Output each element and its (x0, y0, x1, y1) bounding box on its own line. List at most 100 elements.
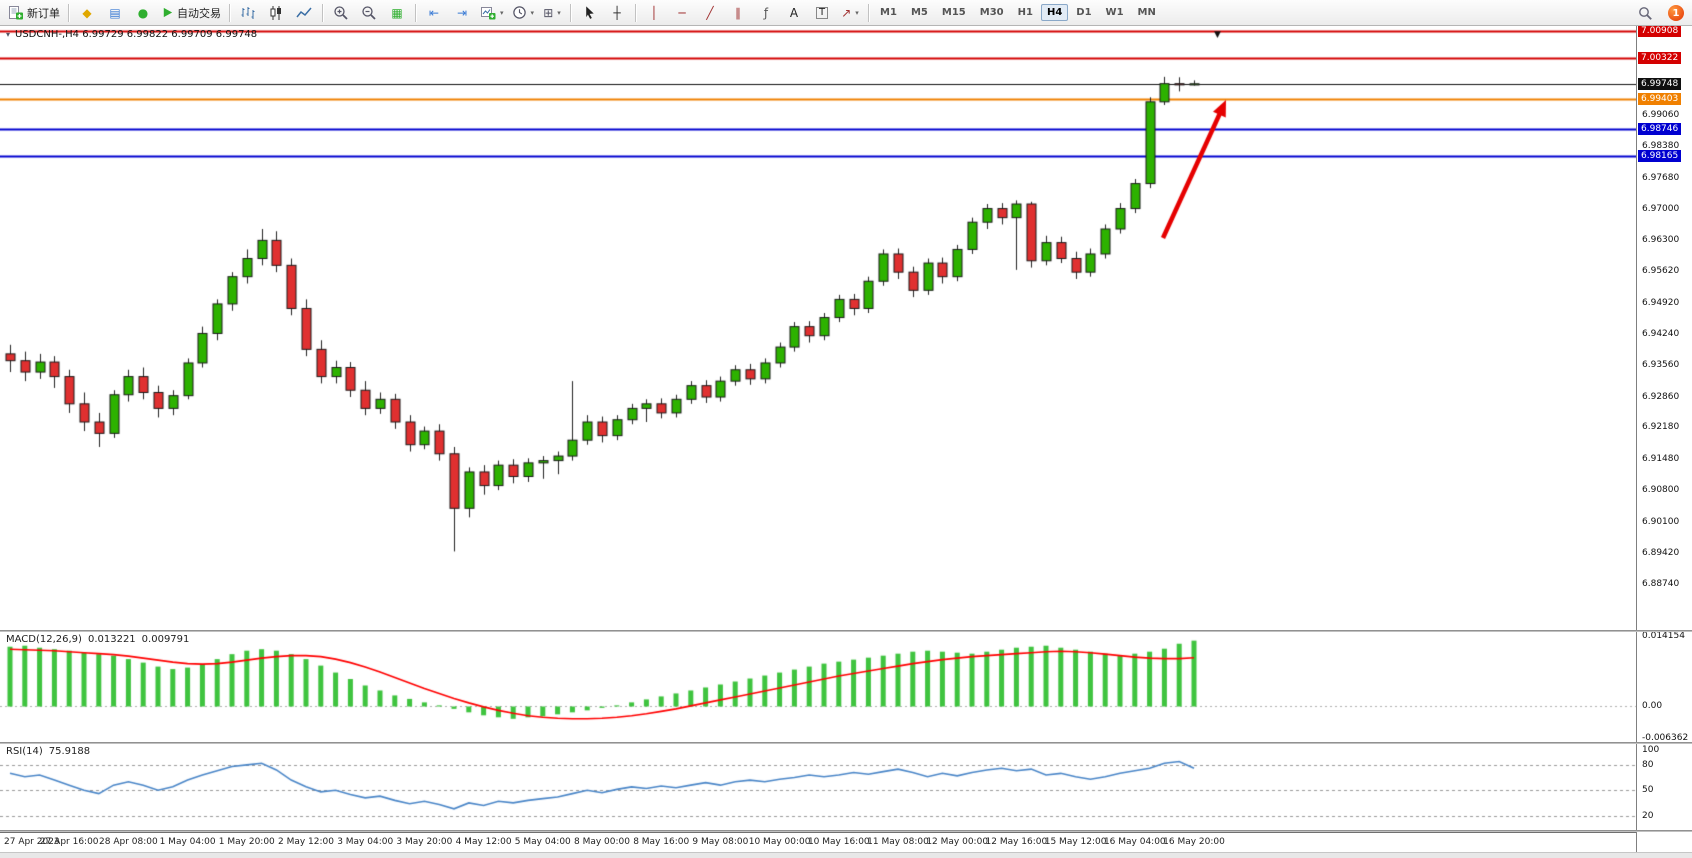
timeframe-button-M30[interactable]: M30 (979, 7, 1004, 18)
market-watch-button[interactable]: ◆ (73, 2, 101, 24)
bottom-strip (0, 852, 1692, 858)
zoomout-icon (362, 5, 376, 20)
toolbar: 新订单 ◆ ▤ ● 自动交易 ▦ ⇤ ⇥ ▾ ▾ ⊞ ▾ ┼ │ ─ ╱ ∥ ƒ A T ↗ ▾ M1 M5 M15 M30 H1 H… (0, 0, 1692, 26)
time-axis-label: 1 May 20:00 (218, 837, 275, 847)
community-button[interactable]: ● (129, 2, 157, 24)
chevron-down-icon: ▾ (557, 8, 561, 17)
macd-chart-canvas[interactable] (0, 632, 1636, 742)
time-axis-label: 5 May 04:00 (514, 837, 571, 847)
text-label-button[interactable]: T (808, 2, 836, 24)
macd-signal-value: 0.009791 (141, 634, 190, 645)
templates-button[interactable]: ⊞ ▾ (538, 2, 566, 24)
auto-scroll-button[interactable]: ⇤ (420, 2, 448, 24)
price-scale-label: 6.92180 (1642, 422, 1680, 433)
symbol-ohlc-label: USDCNH-,H4 6.99729 6.99822 6.99709 6.997… (15, 29, 258, 40)
timeframe-button-M5[interactable]: M5 (910, 7, 928, 18)
candlestick-chart-button[interactable] (262, 2, 290, 24)
line-chart-button[interactable] (290, 2, 318, 24)
price-scale-label: 6.94240 (1642, 328, 1680, 339)
vertical-line-button[interactable]: │ (640, 2, 668, 24)
timeframe-button-M15[interactable]: M15 (941, 7, 966, 18)
timeframe-button-MN[interactable]: MN (1137, 7, 1156, 18)
timeframe-button-H4[interactable]: H4 (1040, 4, 1069, 21)
search-button[interactable] (1631, 2, 1659, 24)
play-icon (163, 7, 173, 18)
trendline-button[interactable]: ╱ (696, 2, 724, 24)
price-level-badge: 6.99748 (1638, 77, 1682, 90)
navigator-icon: ▤ (109, 5, 121, 20)
toolbar-separator (570, 3, 572, 22)
fibonacci-button[interactable]: ƒ (752, 2, 780, 24)
time-axis-label: 10 May 16:00 (807, 837, 870, 847)
horizontal-line-icon: ─ (678, 5, 686, 20)
templates-icon: ⊞ (543, 5, 554, 20)
rsi-scale-label: 100 (1642, 745, 1660, 755)
rsi-scale-label: 80 (1642, 759, 1654, 770)
chart-shift-icon: ⇥ (456, 5, 468, 20)
timeframe-button-D1[interactable]: D1 (1076, 7, 1092, 18)
crosshair-button[interactable]: ┼ (603, 2, 631, 24)
price-scale-label: 6.92860 (1642, 391, 1680, 402)
time-axis-label: 8 May 16:00 (633, 837, 690, 847)
new-chart-button[interactable]: ▾ (476, 2, 508, 24)
chevron-down-icon: ▾ (500, 8, 504, 17)
toolbar-right: 1 (1631, 0, 1684, 26)
chart-shift-button[interactable]: ⇥ (448, 2, 476, 24)
auto-scroll-icon: ⇤ (428, 5, 440, 20)
timeframe-button-W1[interactable]: W1 (1105, 7, 1124, 18)
text-label-icon: T (815, 6, 829, 19)
horizontal-line-button[interactable]: ─ (668, 2, 696, 24)
trendline-icon: ╱ (706, 5, 714, 20)
autotrading-button[interactable]: 自动交易 (157, 2, 225, 24)
chart-title: ▾ USDCNH-,H4 6.99729 6.99822 6.99709 6.9… (6, 29, 257, 40)
text-button[interactable]: A (780, 2, 808, 24)
time-axis-label: 2 May 12:00 (278, 837, 334, 847)
price-level-badge: 6.99403 (1638, 93, 1682, 106)
equidistant-channel-button[interactable]: ∥ (724, 2, 752, 24)
time-axis[interactable]: 27 Apr 2023 27 Apr 16:00 28 Apr 08:00 1 May… (0, 832, 1636, 852)
clock-icon (512, 6, 526, 19)
zoom-out-button[interactable] (355, 2, 383, 24)
bar-chart-button[interactable] (234, 2, 262, 24)
time-axis-label: 3 May 04:00 (337, 837, 394, 847)
new-order-button-label: 新订单 (27, 6, 60, 20)
toolbar-separator (68, 3, 69, 22)
rsi-scale-label: 20 (1642, 810, 1654, 821)
linechart-icon (296, 7, 312, 17)
zoom-in-button[interactable] (327, 2, 355, 24)
price-level-badge: 6.98746 (1638, 123, 1682, 136)
price-scale-label: 6.94920 (1642, 298, 1680, 309)
price-panel: ▾ USDCNH-,H4 6.99729 6.99822 6.99709 6.9… (0, 26, 1636, 630)
macd-scale-label: -0.006362 (1642, 733, 1689, 743)
price-scale-label: 6.90100 (1642, 516, 1680, 527)
navigator-button[interactable]: ▤ (101, 2, 129, 24)
one-click-trading-toggle-icon[interactable]: ▾ (6, 30, 11, 39)
price-chart-canvas[interactable] (0, 26, 1636, 630)
time-axis-label: 3 May 20:00 (396, 837, 453, 847)
cursor-button[interactable] (575, 2, 603, 24)
price-level-badge: 6.98165 (1638, 149, 1682, 162)
rsi-chart-canvas[interactable] (0, 744, 1636, 830)
time-axis-label: 10 May 00:00 (748, 837, 811, 847)
panel-separator[interactable] (0, 630, 1692, 632)
price-level-badge: 7.00322 (1638, 51, 1682, 64)
time-axis-label: 1 May 04:00 (159, 837, 216, 847)
market-watch-icon: ◆ (82, 5, 92, 20)
time-axis-label: 27 Apr 16:00 (39, 837, 99, 847)
periods-button[interactable]: ▾ (508, 2, 539, 24)
arrows-button[interactable]: ↗ ▾ (836, 2, 864, 24)
timeframe-button-H1[interactable]: H1 (1017, 7, 1033, 18)
price-scale-label: 6.88740 (1642, 578, 1680, 589)
price-scale[interactable]: 6.99060 6.98380 6.97680 6.97000 6.96300 6.956… (1636, 25, 1692, 852)
new-order-button[interactable]: 新订单 (4, 2, 64, 24)
autotrading-button-label: 自动交易 (177, 6, 221, 20)
tile-windows-button[interactable]: ▦ (383, 2, 411, 24)
notifications-badge[interactable]: 1 (1668, 5, 1684, 21)
price-scale-label: 6.95620 (1642, 266, 1680, 277)
macd-scale-label: 0.00 (1642, 701, 1663, 712)
time-axis-label: 28 Apr 08:00 (99, 837, 158, 847)
panel-separator[interactable] (0, 830, 1692, 832)
panel-separator[interactable] (0, 742, 1692, 744)
timeframe-button-M1[interactable]: M1 (880, 7, 897, 18)
bars-icon (241, 6, 255, 19)
